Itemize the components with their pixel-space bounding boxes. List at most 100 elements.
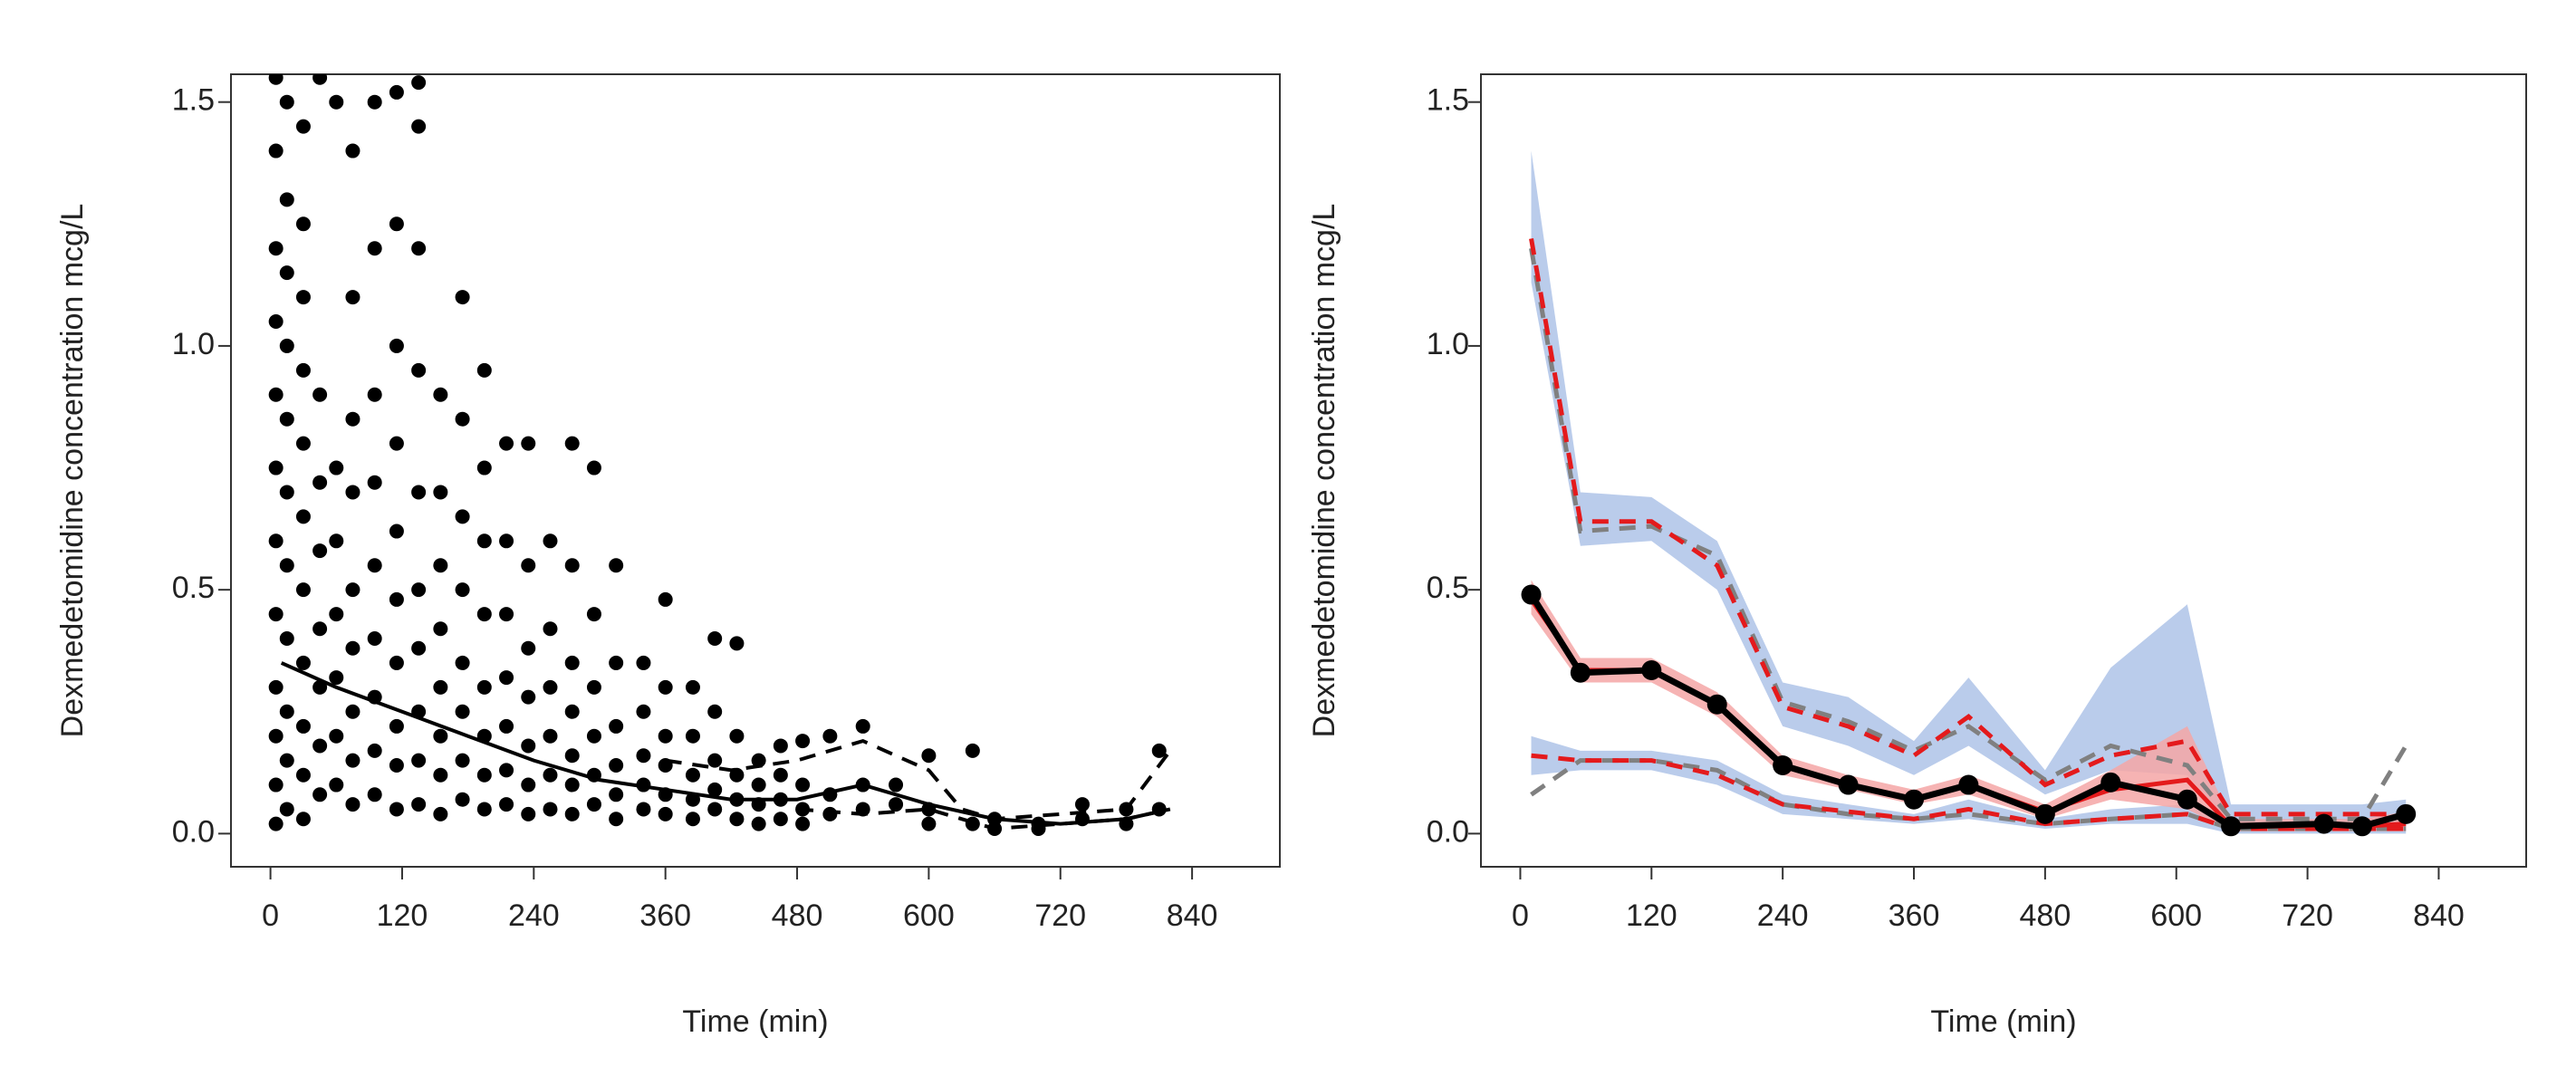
data-point	[658, 787, 673, 802]
data-point	[367, 631, 382, 646]
x-tick-label: 720	[2282, 898, 2333, 933]
data-point	[707, 631, 723, 646]
x-tick-label: 840	[1167, 898, 1218, 933]
data-point	[658, 591, 673, 607]
series-marker	[2177, 789, 2197, 810]
data-point	[543, 728, 558, 744]
series-marker	[1641, 660, 1662, 680]
data-point	[751, 816, 766, 831]
data-point	[889, 777, 904, 793]
data-point	[312, 679, 328, 695]
x-axis-title: Time (min)	[682, 1004, 828, 1039]
series-marker	[2221, 816, 2242, 837]
data-point	[312, 387, 328, 402]
data-point	[345, 411, 360, 427]
data-point	[685, 792, 700, 807]
data-point	[295, 216, 311, 232]
data-point	[329, 94, 344, 110]
data-point	[367, 743, 382, 758]
data-point	[411, 753, 427, 768]
data-point	[345, 640, 360, 656]
series-marker	[1838, 774, 1859, 795]
data-point	[965, 743, 980, 758]
data-point	[433, 767, 448, 783]
data-point	[499, 718, 514, 734]
data-point	[476, 728, 492, 744]
data-point	[855, 777, 870, 793]
x-tick-label: 480	[772, 898, 823, 933]
data-point	[455, 582, 470, 598]
plot-frame	[230, 73, 1281, 868]
x-tick-label: 600	[2150, 898, 2202, 933]
data-point	[921, 748, 937, 764]
data-point	[685, 767, 700, 783]
data-point	[268, 679, 284, 695]
data-point	[586, 767, 601, 783]
data-point	[389, 216, 404, 232]
plot-area	[1521, 150, 2417, 837]
data-point	[345, 704, 360, 719]
data-point	[279, 704, 294, 719]
series-line	[1531, 753, 2407, 831]
data-point	[411, 485, 427, 500]
data-point	[521, 738, 536, 754]
data-point	[822, 787, 838, 802]
plot-area	[268, 74, 1172, 836]
data-point	[295, 812, 311, 827]
x-tick-label: 480	[2020, 898, 2071, 933]
data-point	[312, 475, 328, 490]
data-point	[685, 728, 700, 744]
data-point	[609, 718, 624, 734]
data-point	[329, 670, 344, 686]
y-axis-title: Dexmedetomidine concentration mcg/L	[55, 204, 90, 738]
data-point	[822, 806, 838, 821]
data-point	[795, 734, 811, 749]
series-marker	[1958, 774, 1979, 795]
data-point	[1119, 816, 1134, 831]
data-point	[729, 636, 745, 651]
data-point	[312, 543, 328, 559]
data-point	[729, 728, 745, 744]
data-point	[729, 792, 745, 807]
data-point	[521, 689, 536, 705]
data-point	[658, 758, 673, 773]
data-point	[564, 704, 580, 719]
data-point	[295, 718, 311, 734]
y-tick-label: 1.5	[172, 83, 215, 118]
data-point	[499, 670, 514, 686]
data-point	[389, 758, 404, 773]
data-point	[729, 767, 745, 783]
data-point	[329, 533, 344, 549]
data-point	[685, 812, 700, 827]
y-tick-label: 1.5	[1427, 83, 1469, 118]
data-point	[455, 655, 470, 670]
data-point	[329, 460, 344, 476]
data-point	[795, 816, 811, 831]
panel: 0.0 0.5 1.0 1.5 0 120 240 360 480 600 720 840 Time (…	[1307, 73, 2527, 1039]
data-point	[455, 290, 470, 305]
data-point	[411, 119, 427, 134]
data-point	[609, 655, 624, 670]
data-point	[367, 241, 382, 256]
data-point	[329, 607, 344, 622]
data-point	[822, 728, 838, 744]
data-point	[268, 777, 284, 793]
data-point	[268, 241, 284, 256]
data-point	[268, 533, 284, 549]
data-point	[476, 460, 492, 476]
data-point	[345, 290, 360, 305]
data-point	[268, 728, 284, 744]
data-point	[295, 362, 311, 378]
data-point	[499, 436, 514, 451]
data-point	[636, 802, 651, 817]
data-point	[1074, 812, 1090, 827]
data-point	[658, 728, 673, 744]
data-point	[367, 689, 382, 705]
data-point	[312, 74, 328, 85]
data-point	[389, 655, 404, 670]
x-tick-label: 720	[1034, 898, 1086, 933]
data-point	[433, 621, 448, 637]
data-point	[389, 338, 404, 353]
data-point	[268, 314, 284, 329]
